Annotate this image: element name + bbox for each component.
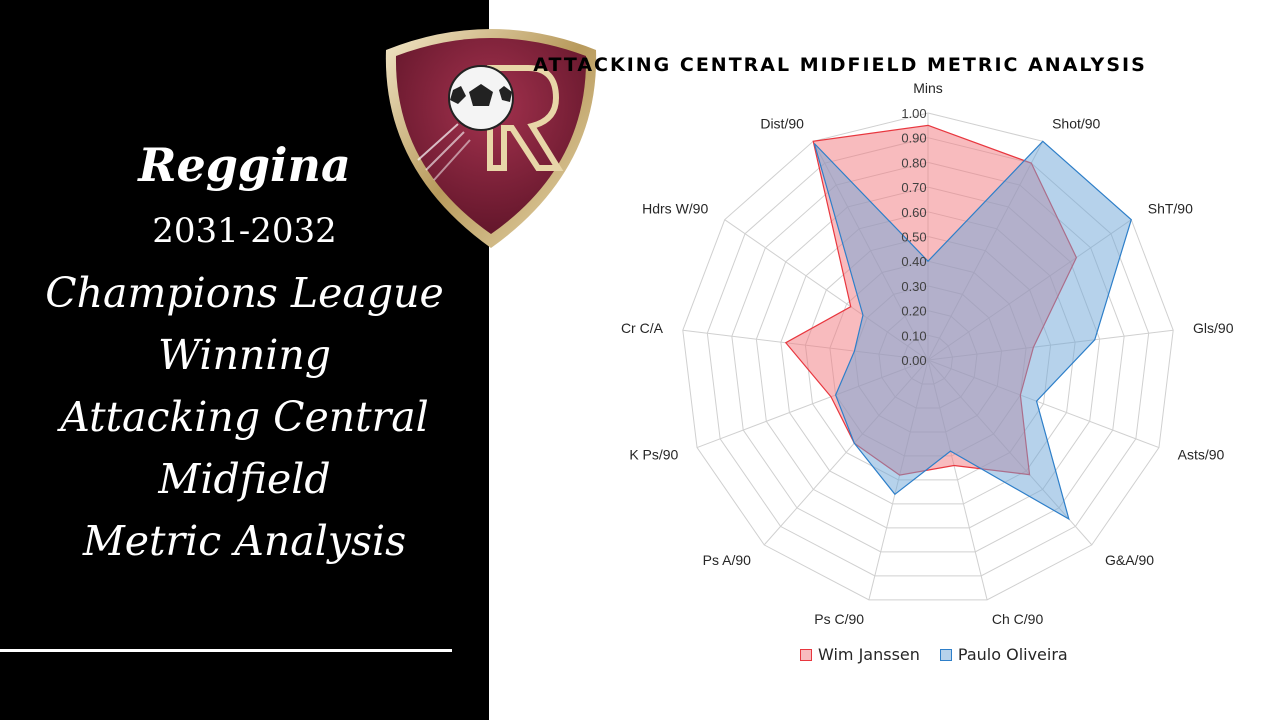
- tick-label-1: 0.10: [901, 328, 926, 343]
- tick-label-3: 0.30: [901, 279, 926, 294]
- tick-label-10: 1.00: [901, 106, 926, 121]
- title-line-4: Winning: [157, 331, 332, 379]
- title-line-7: Metric Analysis: [82, 517, 407, 565]
- title-underline: [0, 649, 452, 652]
- title-line-3: Champions League: [45, 269, 444, 317]
- legend-swatch-series-1: [800, 648, 812, 661]
- category-label-3: Gls/90: [1193, 320, 1234, 336]
- category-label-11: Hdrs W/90: [642, 200, 708, 216]
- tick-label-8: 0.80: [901, 155, 926, 170]
- category-label-4: Asts/90: [1178, 447, 1225, 463]
- legend-item-series-1: Wim Janssen: [800, 645, 920, 664]
- category-label-9: K Ps/90: [629, 447, 678, 463]
- category-label-2: ShT/90: [1148, 200, 1193, 216]
- club-name: Reggina: [138, 138, 351, 192]
- category-label-1: Shot/90: [1052, 116, 1100, 132]
- tick-label-4: 0.40: [901, 254, 926, 269]
- tick-label-0: 0.00: [901, 353, 926, 368]
- category-label-10: Cr C/A: [621, 320, 664, 336]
- tick-label-2: 0.20: [901, 304, 926, 319]
- legend-label-series-2: Paulo Oliveira: [957, 645, 1068, 664]
- category-label-7: Ps C/90: [814, 611, 864, 627]
- series-area-2: [813, 140, 1132, 521]
- category-label-12: Dist/90: [760, 116, 804, 132]
- tick-label-9: 0.90: [901, 131, 926, 146]
- legend-item-series-2: Paulo Oliveira: [939, 645, 1068, 664]
- tick-label-6: 0.60: [901, 205, 926, 220]
- tick-label-7: 0.70: [901, 180, 926, 195]
- slide-title: Reggina 2031-2032 Champions League Winni…: [0, 130, 489, 572]
- season: 2031-2032: [152, 211, 337, 251]
- grid-ring-10: [682, 112, 1174, 601]
- tick-label-5: 0.50: [901, 230, 926, 245]
- reggina-crest-icon: [385, 29, 597, 248]
- title-line-6: Midfield: [158, 455, 331, 503]
- chart-legend: Wim Janssen Paulo Oliveira: [800, 645, 1068, 664]
- category-label-5: G&A/90: [1105, 552, 1154, 568]
- category-label-6: Ch C/90: [992, 611, 1044, 627]
- category-label-8: Ps A/90: [703, 552, 751, 568]
- legend-label-series-1: Wim Janssen: [818, 645, 920, 664]
- title-line-5: Attacking Central: [60, 393, 429, 441]
- legend-swatch-series-2: [939, 648, 952, 661]
- category-label-0: Mins: [913, 80, 943, 96]
- chart-title: ATTACKING CENTRAL MIDFIELD METRIC ANALYS…: [533, 54, 1147, 76]
